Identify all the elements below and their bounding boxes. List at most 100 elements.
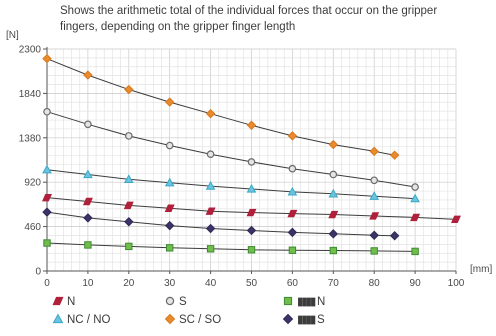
data-point bbox=[206, 245, 215, 253]
x-tick-label: 90 bbox=[410, 278, 422, 289]
axes: 0 10 20 30 40 50 60 70 80 90 100 0 460 920 1380 1840 230… bbox=[19, 45, 465, 290]
data-point bbox=[328, 229, 339, 239]
data-point bbox=[123, 174, 134, 184]
data-point bbox=[246, 120, 257, 130]
legend-item: SC / SO bbox=[164, 313, 221, 326]
data-point bbox=[124, 217, 134, 227]
data-point bbox=[369, 230, 379, 240]
series-line bbox=[46, 58, 395, 156]
data-point bbox=[42, 207, 52, 217]
chart-title-line-1: Shows the arithmetic total of the indivi… bbox=[60, 5, 437, 17]
data-point bbox=[287, 209, 298, 218]
data-point bbox=[369, 146, 379, 157]
data-point bbox=[164, 220, 175, 231]
series-line bbox=[46, 242, 416, 252]
x-tick-label: 30 bbox=[164, 278, 176, 289]
data-point bbox=[328, 210, 339, 219]
series-layer bbox=[42, 53, 461, 256]
data-point bbox=[166, 244, 174, 252]
chart-title-line-2: fingers, depending on the gripper finger… bbox=[60, 21, 295, 33]
legend: N S ▮▮▮▮ NNC / NO SC / SO ▮▮▮▮ S bbox=[52, 296, 325, 326]
data-point bbox=[369, 212, 380, 220]
y-tick-label: 1840 bbox=[19, 89, 42, 100]
y-tick-label: 0 bbox=[35, 267, 41, 278]
data-point bbox=[389, 150, 400, 160]
data-point bbox=[329, 170, 338, 179]
data-point bbox=[370, 176, 379, 185]
series-2 bbox=[43, 107, 419, 191]
x-tick-label: 40 bbox=[205, 278, 217, 289]
x-tick-label: 50 bbox=[246, 278, 258, 289]
data-point bbox=[369, 191, 380, 200]
data-point bbox=[43, 239, 51, 247]
x-tick-label: 100 bbox=[448, 278, 465, 289]
y-axis-unit: [N] bbox=[6, 30, 19, 41]
data-point bbox=[205, 108, 216, 119]
x-tick-label: 60 bbox=[287, 278, 299, 289]
data-point bbox=[370, 247, 378, 255]
data-point bbox=[83, 70, 93, 80]
data-point bbox=[389, 231, 400, 241]
data-point bbox=[411, 247, 419, 256]
legend-marker-circle bbox=[165, 296, 175, 306]
series-0 bbox=[42, 193, 461, 224]
data-point bbox=[42, 164, 52, 174]
data-point bbox=[164, 97, 175, 107]
x-tick-label: 80 bbox=[369, 278, 381, 289]
series-5 bbox=[42, 207, 400, 241]
series-line bbox=[46, 169, 416, 200]
data-point bbox=[287, 227, 298, 238]
data-point bbox=[83, 213, 93, 223]
data-point bbox=[205, 223, 216, 234]
data-point bbox=[246, 183, 257, 193]
legend-label: N bbox=[67, 296, 75, 308]
y-tick-label: 920 bbox=[24, 178, 41, 189]
data-point bbox=[410, 213, 421, 222]
legend-prefix-icon: ▮▮▮▮ bbox=[297, 296, 316, 308]
data-point bbox=[164, 204, 175, 212]
legend-item: ▮▮▮▮ S bbox=[282, 313, 325, 326]
data-point bbox=[125, 132, 133, 140]
y-tick-label: 1380 bbox=[19, 133, 42, 144]
legend-label: S bbox=[317, 314, 325, 326]
data-point bbox=[329, 246, 338, 255]
data-point bbox=[84, 120, 92, 129]
data-point bbox=[164, 177, 175, 187]
data-point bbox=[124, 84, 134, 95]
data-point bbox=[411, 183, 419, 191]
series-line bbox=[46, 211, 395, 237]
data-point bbox=[410, 193, 420, 203]
x-axis-unit: [mm] bbox=[470, 264, 492, 275]
series-1 bbox=[42, 164, 420, 203]
data-point bbox=[42, 193, 52, 202]
legend-item: N bbox=[52, 296, 75, 308]
data-point bbox=[206, 150, 215, 159]
data-point bbox=[165, 141, 174, 150]
data-point bbox=[246, 208, 257, 217]
data-point bbox=[451, 215, 461, 224]
data-point bbox=[84, 241, 92, 249]
series-line bbox=[46, 111, 416, 188]
data-point bbox=[83, 169, 93, 179]
data-point bbox=[82, 197, 93, 206]
data-point bbox=[42, 53, 52, 64]
x-tick-label: 10 bbox=[82, 278, 94, 289]
data-point bbox=[247, 158, 256, 166]
data-point bbox=[288, 164, 297, 173]
legend-label: N bbox=[317, 296, 325, 308]
data-point bbox=[328, 188, 339, 198]
data-point bbox=[288, 246, 297, 254]
series-4 bbox=[43, 239, 419, 256]
data-point bbox=[287, 131, 298, 141]
data-point bbox=[205, 181, 216, 190]
data-point bbox=[287, 186, 298, 196]
legend-item: S bbox=[165, 296, 187, 308]
legend-prefix-icon: ▮▮▮▮ bbox=[297, 314, 316, 326]
data-point bbox=[247, 246, 256, 254]
legend-marker-parallelogram bbox=[52, 296, 64, 306]
x-tick-label: 70 bbox=[328, 278, 340, 289]
x-tick-label: 0 bbox=[44, 278, 50, 289]
legend-label: SC / SO bbox=[179, 314, 221, 326]
legend-marker-diamond bbox=[282, 313, 294, 325]
